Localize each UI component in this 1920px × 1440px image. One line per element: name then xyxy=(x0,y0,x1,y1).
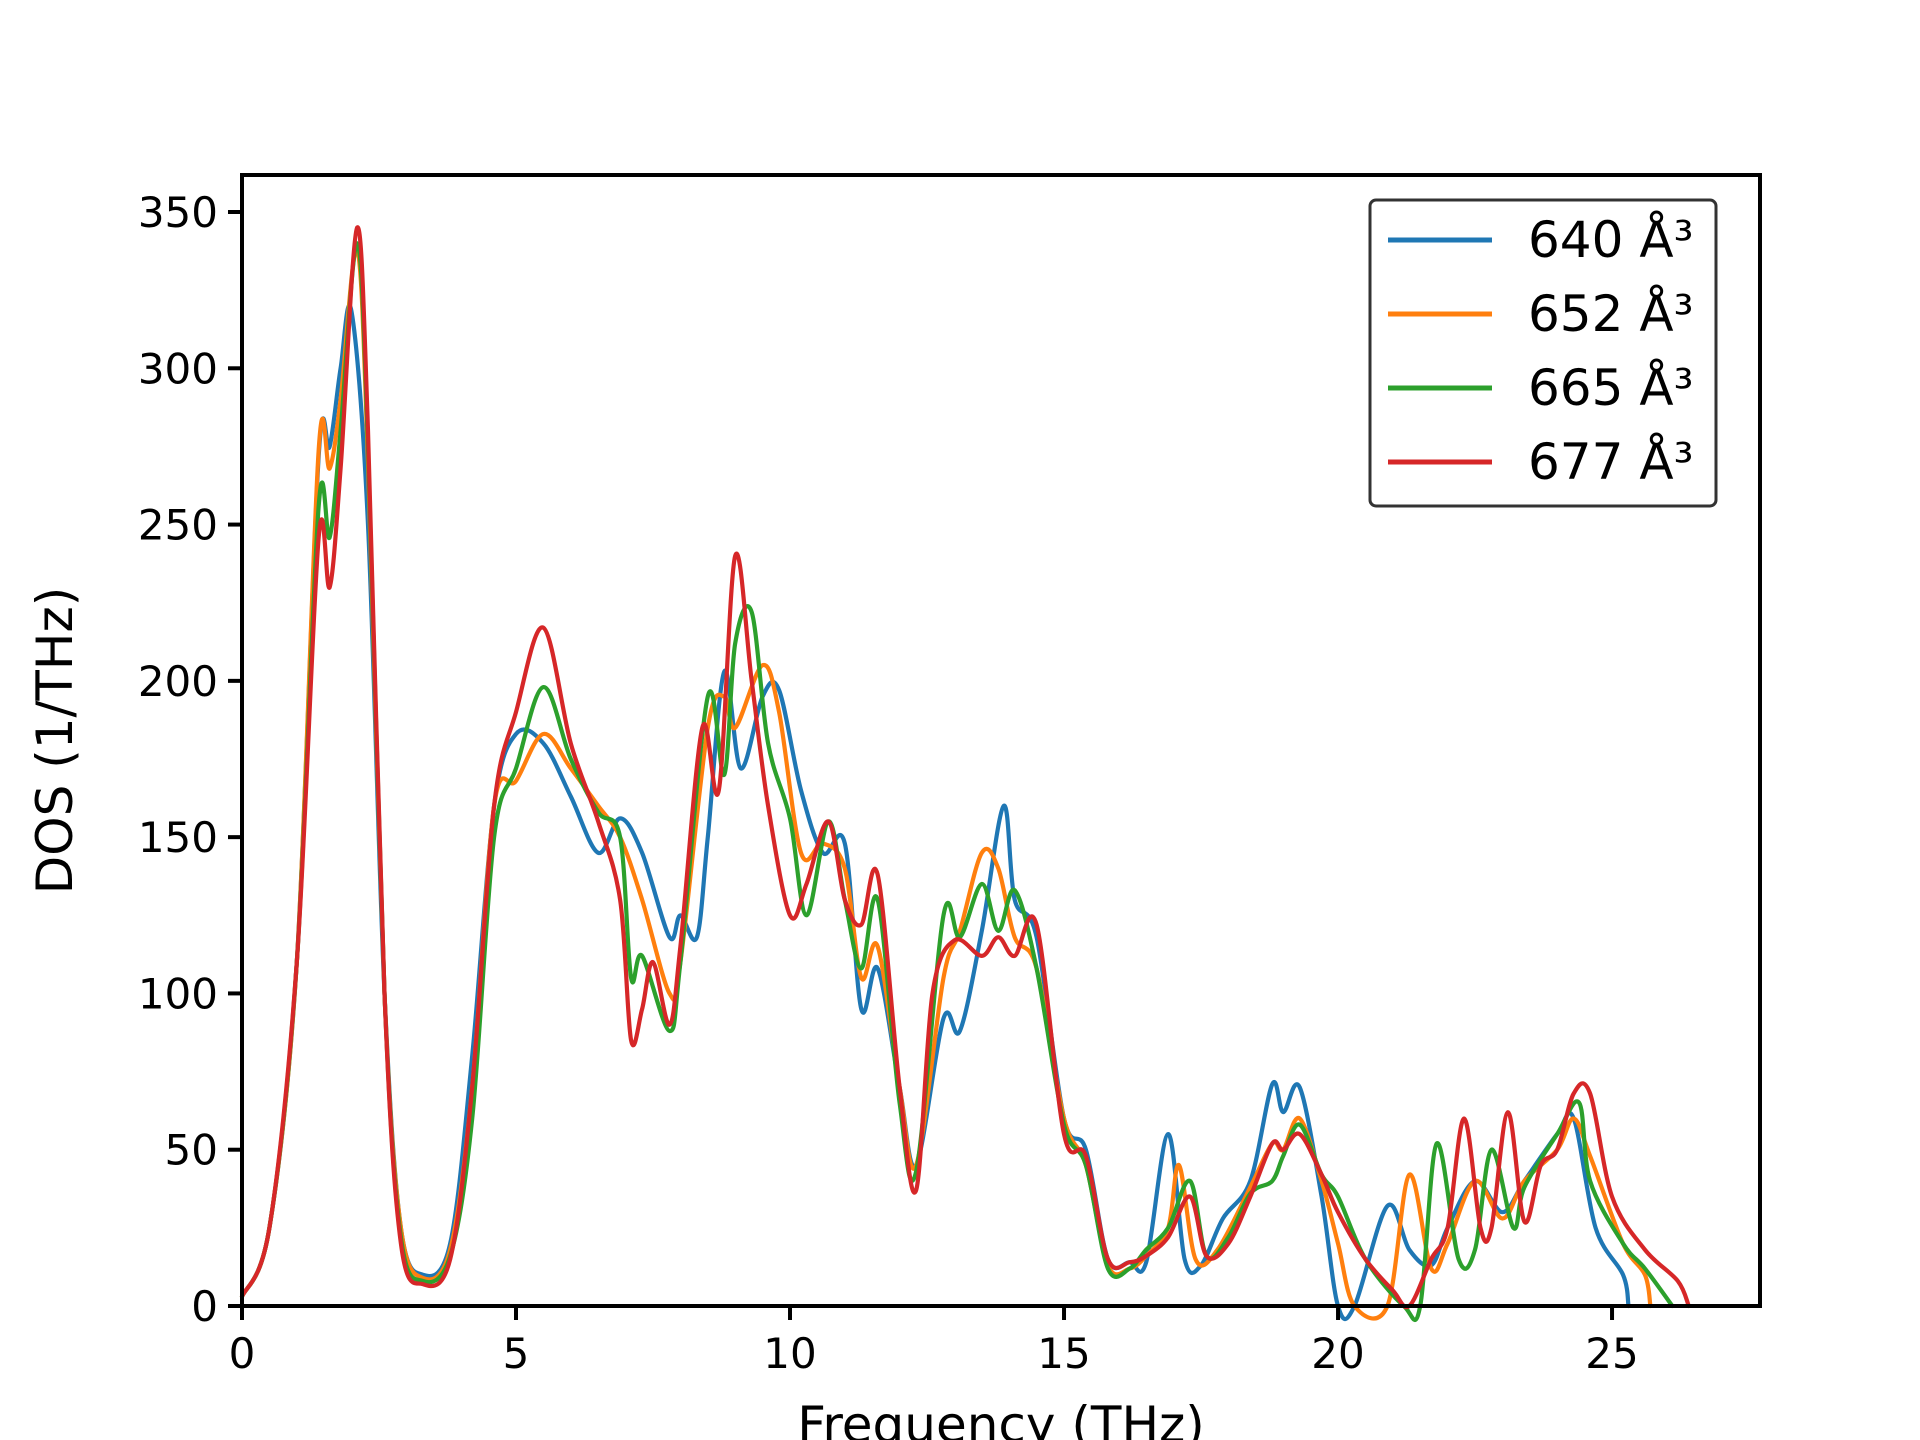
x-tick-label: 5 xyxy=(503,1329,530,1378)
x-axis-ticks: 0 5 10 15 20 25 xyxy=(229,1306,1639,1378)
x-tick-label: 20 xyxy=(1311,1329,1364,1378)
y-axis-ticks: 0 50 100 150 200 250 300 350 xyxy=(138,188,242,1331)
x-axis-label: Frequency (THz) xyxy=(797,1396,1205,1440)
y-tick-label: 250 xyxy=(138,501,218,550)
y-tick-label: 300 xyxy=(138,344,218,393)
legend-box xyxy=(1368,198,1718,508)
y-tick-label: 350 xyxy=(138,188,218,237)
y-tick-label: 50 xyxy=(165,1126,218,1175)
x-tick-label: 25 xyxy=(1585,1329,1638,1378)
x-tick-label: 0 xyxy=(229,1329,256,1378)
y-tick-label: 200 xyxy=(138,657,218,706)
legend-label-1: 652 Å³ xyxy=(1528,285,1694,343)
series-layer xyxy=(239,225,1691,1323)
x-tick-label: 10 xyxy=(763,1329,816,1378)
legend-items: 640 Å³ 652 Å³ 665 Å³ 677 Å³ xyxy=(1388,211,1694,491)
series-line-3 xyxy=(239,225,1691,1310)
y-tick-label: 100 xyxy=(138,969,218,1018)
y-axis-label: DOS (1/THz) xyxy=(26,587,84,895)
plot-area-frame xyxy=(240,173,1762,1308)
legend-label-3: 677 Å³ xyxy=(1528,433,1694,491)
y-tick-label: 0 xyxy=(191,1282,218,1331)
y-tick-label: 150 xyxy=(138,813,218,862)
legend-label-0: 640 Å³ xyxy=(1528,211,1694,269)
legend: 640 Å³ 652 Å³ 665 Å³ 677 Å³ xyxy=(1368,198,1718,508)
x-tick-label: 15 xyxy=(1037,1329,1090,1378)
legend-label-2: 665 Å³ xyxy=(1528,359,1694,417)
